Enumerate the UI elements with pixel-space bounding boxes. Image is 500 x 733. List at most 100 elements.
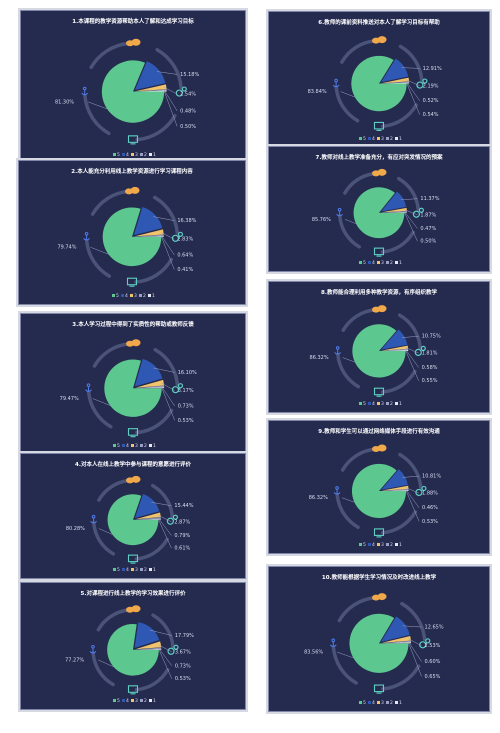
data-label: 0.46%	[422, 505, 438, 511]
legend-label: 2	[390, 542, 393, 548]
decor-ring-arc	[155, 47, 183, 90]
leader-line	[161, 382, 175, 391]
gear-icon	[412, 207, 425, 218]
data-label: 81.30%	[55, 99, 74, 105]
gear-icon	[175, 86, 187, 97]
decor-ring-arc	[334, 85, 360, 123]
legend-label: 4	[372, 401, 375, 407]
legend-swatch	[377, 701, 380, 704]
pie-slice	[381, 349, 409, 351]
pie-slice	[134, 234, 164, 237]
pie-chart: 83.84% 12.91% 2.19% 0.52% 0.54% 5 4 3 2 1	[308, 36, 442, 142]
leader-line	[400, 198, 418, 200]
legend-label: 3	[381, 136, 384, 142]
legend-label: 2	[143, 293, 146, 299]
leader-line	[90, 247, 109, 255]
chart-panel: 3.本人学习过程中得到了实质性的帮助或教师反馈 79.47% 16.10% 3.17%…	[20, 313, 246, 455]
legend-swatch	[395, 701, 398, 704]
data-label: 0.73%	[175, 663, 191, 669]
cloud-icon	[125, 186, 140, 195]
legend-label: 3	[381, 542, 384, 548]
cloud-icon	[126, 38, 141, 47]
legend-label: 3	[134, 293, 137, 299]
leader-line	[98, 528, 113, 535]
legend-label: 5	[363, 136, 366, 142]
leader-line	[405, 490, 420, 522]
anchor-icon	[90, 514, 97, 524]
leader-line	[149, 629, 172, 636]
data-label: 11.37%	[420, 196, 439, 202]
legend-swatch	[368, 543, 371, 546]
cloud-icon	[126, 475, 141, 484]
data-label: 15.18%	[180, 72, 199, 78]
data-label: 80.28%	[66, 526, 85, 532]
legend-label: 4	[126, 698, 129, 704]
pie-slice	[381, 329, 408, 350]
leader-line	[98, 659, 114, 667]
pie-slice	[133, 207, 163, 236]
leader-line	[153, 367, 175, 373]
pie-chart: 79.47% 16.10% 3.17% 0.73% 0.53% 5 4 3 2 1	[60, 339, 197, 449]
pie-chart: 80.28% 15.44% 2.87% 0.79% 0.61% 5 4 3 2 1	[66, 475, 194, 573]
legend-swatch	[359, 701, 362, 704]
legend-swatch	[122, 153, 125, 156]
leader-line	[405, 489, 420, 508]
cloud-icon	[372, 593, 387, 601]
legend-swatch	[113, 153, 116, 156]
legend-swatch	[122, 699, 125, 702]
leader-line	[161, 387, 175, 421]
data-label: 16.10%	[178, 370, 197, 376]
chart-panel: 9.教师和学生可以通过网络媒体手段进行有效沟通 86.32% 10.81% 1.88%…	[268, 420, 490, 554]
legend-swatch	[377, 261, 380, 264]
pie-slice	[135, 84, 167, 92]
monitor-icon	[373, 247, 385, 257]
chart-title: 9.教师和学生可以通过网络媒体手段进行有效沟通	[318, 429, 440, 435]
pie-slice	[135, 90, 167, 92]
data-label: 0.61%	[174, 546, 190, 552]
chart-panel: 6.教师的课前资料推送对本人了解学习目标有帮助 83.84% 12.91% 2.19%…	[268, 11, 490, 148]
chart-title: 3.本人学习过程中得到了实质性的帮助或教师反馈	[72, 322, 194, 328]
leader-line	[337, 651, 354, 659]
leader-line	[158, 648, 173, 666]
pie-slice	[134, 229, 164, 237]
monitor-icon	[127, 428, 139, 438]
legend-swatch	[113, 444, 116, 447]
legend-label: 1	[399, 542, 402, 548]
leader-line	[151, 502, 172, 506]
decor-ring-arc	[340, 39, 378, 64]
leader-line	[408, 638, 422, 646]
anchor-icon	[83, 231, 90, 241]
chart-title: 1.本课程的教学资源帮助本人了解和达成学习目标	[72, 19, 194, 25]
data-label: 12.91%	[423, 66, 442, 72]
decor-ring-arc	[380, 369, 417, 394]
legend-swatch	[149, 444, 152, 447]
leader-line	[158, 644, 172, 653]
leader-line	[406, 82, 420, 115]
pie-chart: 85.76% 11.37% 1.87% 0.47% 0.50% 5 4 3 2 1	[312, 168, 440, 266]
leader-line	[405, 347, 419, 354]
decor-ring-arc	[337, 214, 362, 249]
legend-swatch	[113, 699, 116, 702]
pie-slice	[134, 493, 160, 519]
data-label: 86.32%	[309, 495, 328, 501]
legend-label: 5	[117, 152, 120, 158]
legend-label: 5	[117, 698, 120, 704]
leader-line	[405, 487, 420, 494]
decor-ring-arc	[153, 347, 180, 387]
legend-label: 3	[135, 567, 138, 573]
pie-slice	[381, 58, 409, 83]
anchor-icon	[329, 638, 337, 648]
data-label: 0.47%	[420, 226, 436, 232]
leader-line	[401, 67, 420, 69]
monitor-icon	[373, 684, 385, 694]
data-label: 0.64%	[177, 252, 193, 258]
decor-ring-arc	[83, 94, 111, 136]
data-label: 10.75%	[422, 334, 441, 340]
legend-swatch	[395, 261, 398, 264]
legend-label: 1	[399, 136, 402, 142]
leader-line	[92, 398, 111, 406]
legend-swatch	[386, 137, 389, 140]
pie-slice	[381, 490, 409, 491]
legend-label: 1	[152, 293, 155, 299]
legend-label: 2	[390, 700, 393, 706]
